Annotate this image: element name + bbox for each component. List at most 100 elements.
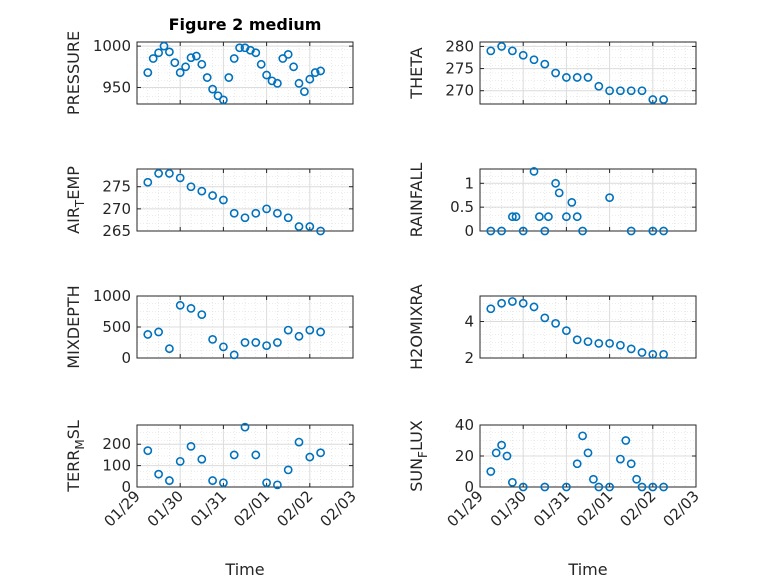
data-point: [251, 450, 261, 460]
data-point: [316, 448, 325, 458]
data-point: [229, 54, 239, 63]
data-point: [229, 208, 239, 218]
data-point: [294, 437, 304, 447]
data-point: [562, 326, 571, 336]
y-tick-label: 265: [102, 222, 131, 240]
data-point: [186, 303, 196, 313]
data-point: [197, 186, 207, 196]
data-point: [240, 422, 250, 432]
data-point: [310, 68, 320, 77]
axes-box: [479, 168, 697, 232]
data-point: [154, 469, 163, 479]
data-point: [272, 208, 282, 218]
data-point: [562, 212, 571, 222]
data-point: [578, 226, 587, 236]
data-point: [605, 482, 614, 492]
data-point: [175, 68, 185, 77]
data-point: [262, 341, 271, 350]
x-tick-label: 01/30: [487, 487, 530, 530]
axes-4: 0 0.5 1 RAINFALL: [407, 163, 697, 240]
data-point: [262, 70, 271, 80]
y-tick-label: 1000: [93, 287, 131, 305]
data-point: [294, 222, 304, 231]
data-point: [594, 482, 604, 492]
data-point: [616, 86, 625, 96]
y-tick-label: 2: [464, 349, 474, 367]
data-point: [511, 212, 521, 222]
data-point: [272, 78, 282, 88]
data-point: [502, 451, 512, 461]
data-point: [283, 50, 293, 59]
data-point: [551, 318, 560, 328]
data-point: [562, 73, 571, 82]
data-point: [154, 169, 163, 178]
data-point: [181, 62, 190, 72]
data-point: [164, 476, 174, 485]
data-point: [208, 476, 217, 485]
y-axis-label: RAINFALL: [407, 163, 426, 238]
y-axis-label: AIRTEMP: [64, 166, 87, 234]
x-tick-label: 02/03: [660, 487, 703, 530]
y-tick-label: 270: [102, 200, 131, 218]
data-point: [572, 335, 582, 345]
x-axis-label-left: Time: [224, 560, 264, 579]
data-point: [637, 348, 647, 357]
x-tick-label: 01/31: [530, 487, 573, 530]
data-point: [191, 51, 201, 61]
data-point: [159, 41, 169, 51]
y-axis-label: MIXDEPTH: [64, 285, 83, 368]
y-tick-label: 1000: [93, 37, 131, 55]
data-point: [497, 42, 506, 51]
x-tick-label: 01/30: [144, 487, 187, 530]
y-tick-label: 0: [464, 222, 474, 240]
data-point: [648, 349, 658, 359]
data-point: [299, 87, 309, 96]
data-point: [283, 325, 293, 335]
axes-box: [479, 295, 697, 359]
data-point: [224, 73, 234, 82]
x-axis-label-right: Time: [567, 560, 607, 579]
data-point: [175, 456, 185, 466]
data-point: [491, 448, 501, 458]
data-point: [262, 204, 271, 214]
data-point: [197, 310, 207, 319]
data-point: [605, 86, 614, 96]
data-point: [208, 334, 217, 344]
data-point: [186, 441, 196, 451]
data-point: [583, 337, 593, 346]
data-point: [164, 47, 174, 57]
data-point: [229, 450, 239, 460]
data-point: [208, 191, 217, 200]
data-point: [497, 298, 506, 308]
data-point: [583, 73, 593, 82]
axes-1: 950 1000 PRESSURE: [64, 31, 354, 115]
axes-box: [136, 41, 354, 105]
data-point: [272, 480, 282, 490]
y-axis-label: THETA: [407, 47, 426, 99]
y-axis-label: H2OMIXRA: [407, 284, 426, 370]
x-tick-label: 02/02: [273, 487, 316, 530]
axes-2: 270 275 280 THETA: [407, 37, 697, 105]
data-point: [508, 46, 517, 56]
data-point: [272, 338, 282, 347]
data-point: [605, 193, 614, 203]
data-point: [529, 302, 539, 312]
data-point: [256, 59, 266, 69]
data-point: [535, 212, 544, 222]
x-tick-label: 02/03: [317, 487, 360, 530]
data-point: [529, 55, 539, 65]
data-point: [616, 340, 625, 350]
y-tick-label: 1: [464, 174, 474, 192]
data-point: [594, 339, 604, 348]
y-tick-label: 500: [102, 318, 131, 336]
data-point: [316, 66, 325, 76]
data-point: [648, 95, 658, 104]
data-point: [497, 226, 506, 236]
data-point: [170, 58, 180, 68]
data-point: [529, 166, 539, 176]
data-point: [589, 474, 598, 484]
data-point: [164, 169, 174, 178]
data-point: [554, 188, 564, 198]
data-point: [143, 330, 153, 339]
